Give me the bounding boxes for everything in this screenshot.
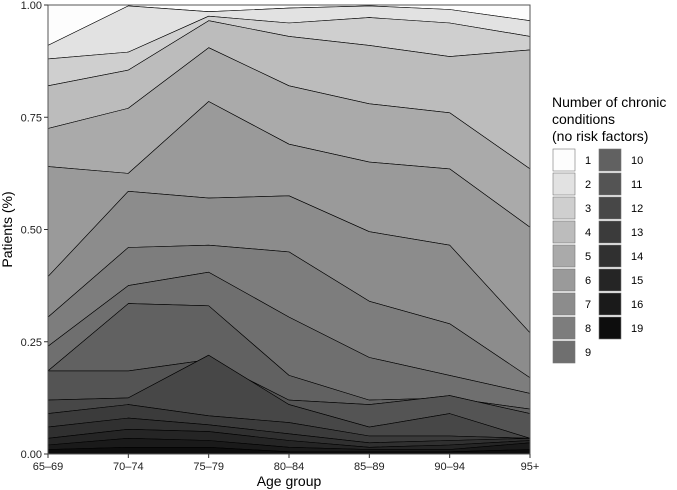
legend-label-5: 5 bbox=[585, 251, 591, 263]
legend-swatch-16 bbox=[598, 292, 622, 316]
legend-swatch-19 bbox=[598, 316, 622, 340]
legend-swatch-12 bbox=[598, 196, 622, 220]
legend-label-6: 6 bbox=[585, 275, 591, 287]
legend-label-1: 1 bbox=[585, 155, 591, 167]
legend-label-7: 7 bbox=[585, 299, 591, 311]
legend-swatch-9 bbox=[552, 340, 576, 364]
legend-label-16: 16 bbox=[631, 299, 643, 311]
legend-swatch-8 bbox=[552, 316, 576, 340]
y-axis-title: Patients (%) bbox=[0, 191, 15, 267]
legend-label-13: 13 bbox=[631, 227, 643, 239]
legend-swatch-15 bbox=[598, 268, 622, 292]
x-tick-label: 90–94 bbox=[434, 461, 465, 473]
y-tick-label: 0.50 bbox=[21, 225, 42, 237]
legend-title-line-3: (no risk factors) bbox=[552, 128, 648, 144]
x-tick-label: 65–69 bbox=[33, 461, 64, 473]
x-tick-label: 75–79 bbox=[193, 461, 224, 473]
x-tick-label: 70–74 bbox=[113, 461, 144, 473]
legend-title-line-2: conditions bbox=[552, 111, 615, 127]
legend-label-9: 9 bbox=[585, 347, 591, 359]
legend-label-10: 10 bbox=[631, 155, 643, 167]
legend-swatch-3 bbox=[552, 196, 576, 220]
x-axis-title: Age group bbox=[257, 473, 322, 489]
y-axis: 0.00 0.25 0.50 0.75 1.00 bbox=[21, 0, 48, 461]
y-tick-label: 0.75 bbox=[21, 112, 42, 124]
legend-swatch-7 bbox=[552, 292, 576, 316]
x-tick-label: 80–84 bbox=[274, 461, 305, 473]
y-tick-label: 0.00 bbox=[21, 449, 42, 461]
legend-swatch-5 bbox=[552, 244, 576, 268]
legend-title-line-1: Number of chronic bbox=[552, 94, 666, 110]
x-tick-label: 85–89 bbox=[354, 461, 385, 473]
y-tick-label: 1.00 bbox=[21, 0, 42, 12]
legend-swatch-1 bbox=[552, 148, 576, 172]
y-tick-label: 0.25 bbox=[21, 337, 42, 349]
legend-swatch-11 bbox=[598, 172, 622, 196]
legend-swatch-6 bbox=[552, 268, 576, 292]
legend-label-3: 3 bbox=[585, 203, 591, 215]
legend: Number of chronic conditions (no risk fa… bbox=[552, 94, 666, 364]
legend-label-14: 14 bbox=[631, 251, 643, 263]
legend-swatch-14 bbox=[598, 244, 622, 268]
x-axis: 65–69 70–74 75–79 80–84 85–89 90–94 95+ bbox=[33, 454, 540, 473]
legend-label-19: 19 bbox=[631, 323, 643, 335]
legend-swatch-2 bbox=[552, 172, 576, 196]
x-tick-label: 95+ bbox=[521, 461, 540, 473]
legend-label-2: 2 bbox=[585, 179, 591, 191]
legend-label-11: 11 bbox=[631, 179, 642, 191]
legend-swatch-4 bbox=[552, 220, 576, 244]
legend-swatch-13 bbox=[598, 220, 622, 244]
area-layers bbox=[47, 4, 531, 455]
legend-label-8: 8 bbox=[585, 323, 591, 335]
legend-swatch-10 bbox=[598, 148, 622, 172]
legend-label-12: 12 bbox=[631, 203, 643, 215]
legend-label-4: 4 bbox=[585, 227, 591, 239]
legend-label-15: 15 bbox=[631, 275, 643, 287]
